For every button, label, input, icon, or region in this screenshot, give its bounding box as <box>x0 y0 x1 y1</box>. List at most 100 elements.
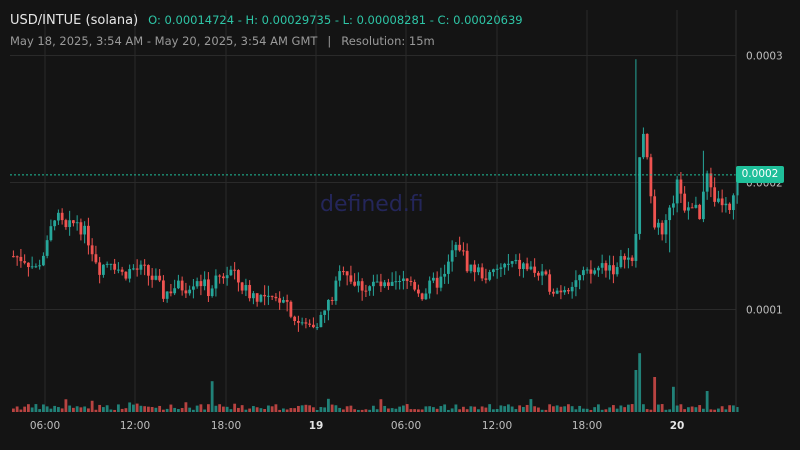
volume-bar <box>357 409 360 412</box>
candle-body <box>514 259 518 262</box>
volume-bar <box>687 407 690 412</box>
volume-bar <box>173 407 177 412</box>
volume-bar <box>188 407 192 412</box>
watermark: defined.fi <box>320 192 424 217</box>
candle-body <box>23 261 27 263</box>
volume-bar <box>428 406 432 412</box>
candle-body <box>353 281 357 286</box>
candle-body <box>612 265 615 275</box>
candle-body <box>698 204 702 220</box>
volume-bar <box>657 404 660 412</box>
candle-body <box>233 269 237 271</box>
volume-bar <box>664 409 668 412</box>
candle-body <box>105 263 109 265</box>
candle-body <box>657 222 660 228</box>
candle-body <box>319 314 323 328</box>
volume-bar <box>192 409 195 412</box>
candle-body <box>732 195 735 211</box>
volume-bar <box>533 406 537 412</box>
candle-body <box>147 265 150 276</box>
volume-bar <box>195 405 199 412</box>
volume-bar <box>259 408 263 412</box>
volume-bar <box>334 405 338 412</box>
volume-bar <box>312 407 315 412</box>
volume-bar <box>529 399 533 412</box>
candle-body <box>327 299 330 311</box>
volume-bar <box>105 405 109 412</box>
volume-bar <box>297 405 300 412</box>
volume-bar <box>608 407 612 412</box>
candle-body <box>259 294 263 302</box>
volume-bar <box>327 398 330 412</box>
volume-bar <box>27 404 30 412</box>
candle-body <box>132 268 135 270</box>
candle-body <box>349 275 353 282</box>
candle-body <box>267 295 270 297</box>
candle-body <box>600 263 604 268</box>
candle-body <box>563 290 567 293</box>
candle-body <box>372 281 375 287</box>
volume-bar <box>390 408 394 412</box>
volume-bar <box>252 406 255 412</box>
volume-bar <box>267 405 270 412</box>
volume-bar <box>413 409 417 412</box>
volume-bar <box>218 404 222 412</box>
volume-bar <box>300 405 304 412</box>
volume-bar <box>690 406 694 412</box>
volume-bar <box>117 404 120 412</box>
candle-body <box>473 264 477 273</box>
candle-body <box>432 277 435 281</box>
volume-bar <box>319 407 323 412</box>
volume-bar <box>30 407 34 412</box>
volume-bar <box>593 407 597 412</box>
volume-bar <box>79 407 83 412</box>
volume-bar <box>128 402 132 412</box>
volume-bar <box>574 409 578 412</box>
candle-body <box>113 263 117 270</box>
volume-bar <box>503 406 507 412</box>
volume-bar <box>544 409 548 412</box>
volume-bar <box>597 404 600 412</box>
volume-bar <box>42 404 45 412</box>
candle-body <box>705 173 709 192</box>
candle-body <box>417 289 420 294</box>
candle-body <box>165 291 169 299</box>
candle-body <box>255 293 259 302</box>
candle-body <box>124 271 128 279</box>
candle-body <box>717 198 720 202</box>
candle-body <box>312 324 315 328</box>
volume-bar <box>342 409 345 412</box>
volume-bar <box>709 409 713 412</box>
candle-body <box>488 272 492 280</box>
volume-bar <box>147 406 150 412</box>
volume-bar <box>638 353 642 412</box>
volume-bar <box>113 409 117 412</box>
y-tick-label: 0.0001 <box>746 305 783 317</box>
volume-bar <box>315 409 319 412</box>
volume-bar <box>675 405 679 412</box>
x-tick-label: 06:00 <box>391 420 421 432</box>
candle-body <box>649 157 653 197</box>
candle-body <box>42 255 45 266</box>
volume-bar <box>387 408 390 412</box>
volume-bar <box>53 405 57 412</box>
candle-body <box>237 270 240 283</box>
candle-body <box>19 256 23 262</box>
volume-bar <box>735 406 739 412</box>
volume-bar <box>604 409 608 412</box>
volume-bar <box>679 404 683 412</box>
volume-bar <box>38 409 42 412</box>
volume-bar <box>338 407 342 412</box>
volume-bar <box>199 404 203 412</box>
volume-bar <box>570 406 574 412</box>
candle-body <box>210 288 214 297</box>
time-axis[interactable]: 06:00 12:00 18:00 19 06:00 12:00 18:00 20 <box>30 420 684 432</box>
volume-bar <box>225 406 229 412</box>
volume-bar <box>672 386 675 412</box>
candle-body <box>199 281 203 287</box>
candle-body <box>687 207 690 211</box>
volume-bar <box>383 405 387 412</box>
volume-bar <box>34 404 38 412</box>
